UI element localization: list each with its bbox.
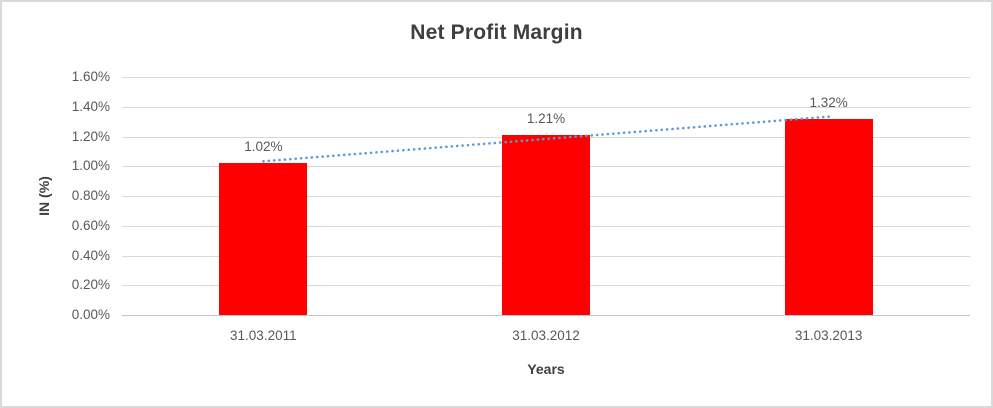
- gridline: [122, 106, 970, 108]
- data-label: 1.02%: [244, 139, 283, 155]
- bar-31.03.2012: [502, 135, 590, 315]
- x-axis-line: [122, 315, 970, 316]
- x-axis-title: Years: [527, 361, 565, 377]
- gridline: [122, 77, 970, 78]
- y-tick-label: 1.60%: [71, 69, 110, 84]
- chart-title: Net Profit Margin: [410, 21, 583, 44]
- y-tick-label: 1.00%: [71, 158, 110, 174]
- data-label: 1.21%: [526, 111, 566, 127]
- x-tick-label: 31.03.2012: [512, 328, 580, 343]
- y-tick-label: 1.20%: [71, 128, 110, 144]
- y-tick-label: 0.20%: [71, 277, 110, 293]
- bar-31.03.2011: [219, 163, 308, 315]
- data-label: 1.32%: [809, 94, 848, 110]
- y-tick-label: 1.40%: [71, 98, 110, 114]
- plot-area: 1.02% 31.03.2011 1.21% 31.03.2012 1.32% 31.03…: [122, 77, 970, 343]
- y-tick-label: 0.40%: [71, 247, 110, 263]
- y-tick-label: 0.60%: [71, 217, 110, 233]
- y-tick-label: 0.80%: [71, 188, 110, 203]
- y-axis-tick-labels: 0.00% 0.20% 0.40% 0.60% 0.80% 1.00% 1.20% 1.40%…: [2, 2, 114, 406]
- x-tick-label: 31.03.2013: [794, 328, 863, 343]
- y-tick-label: 0.00%: [71, 307, 110, 322]
- x-tick-label: 31.03.2011: [230, 328, 297, 343]
- bar-31.03.2013: [784, 118, 873, 315]
